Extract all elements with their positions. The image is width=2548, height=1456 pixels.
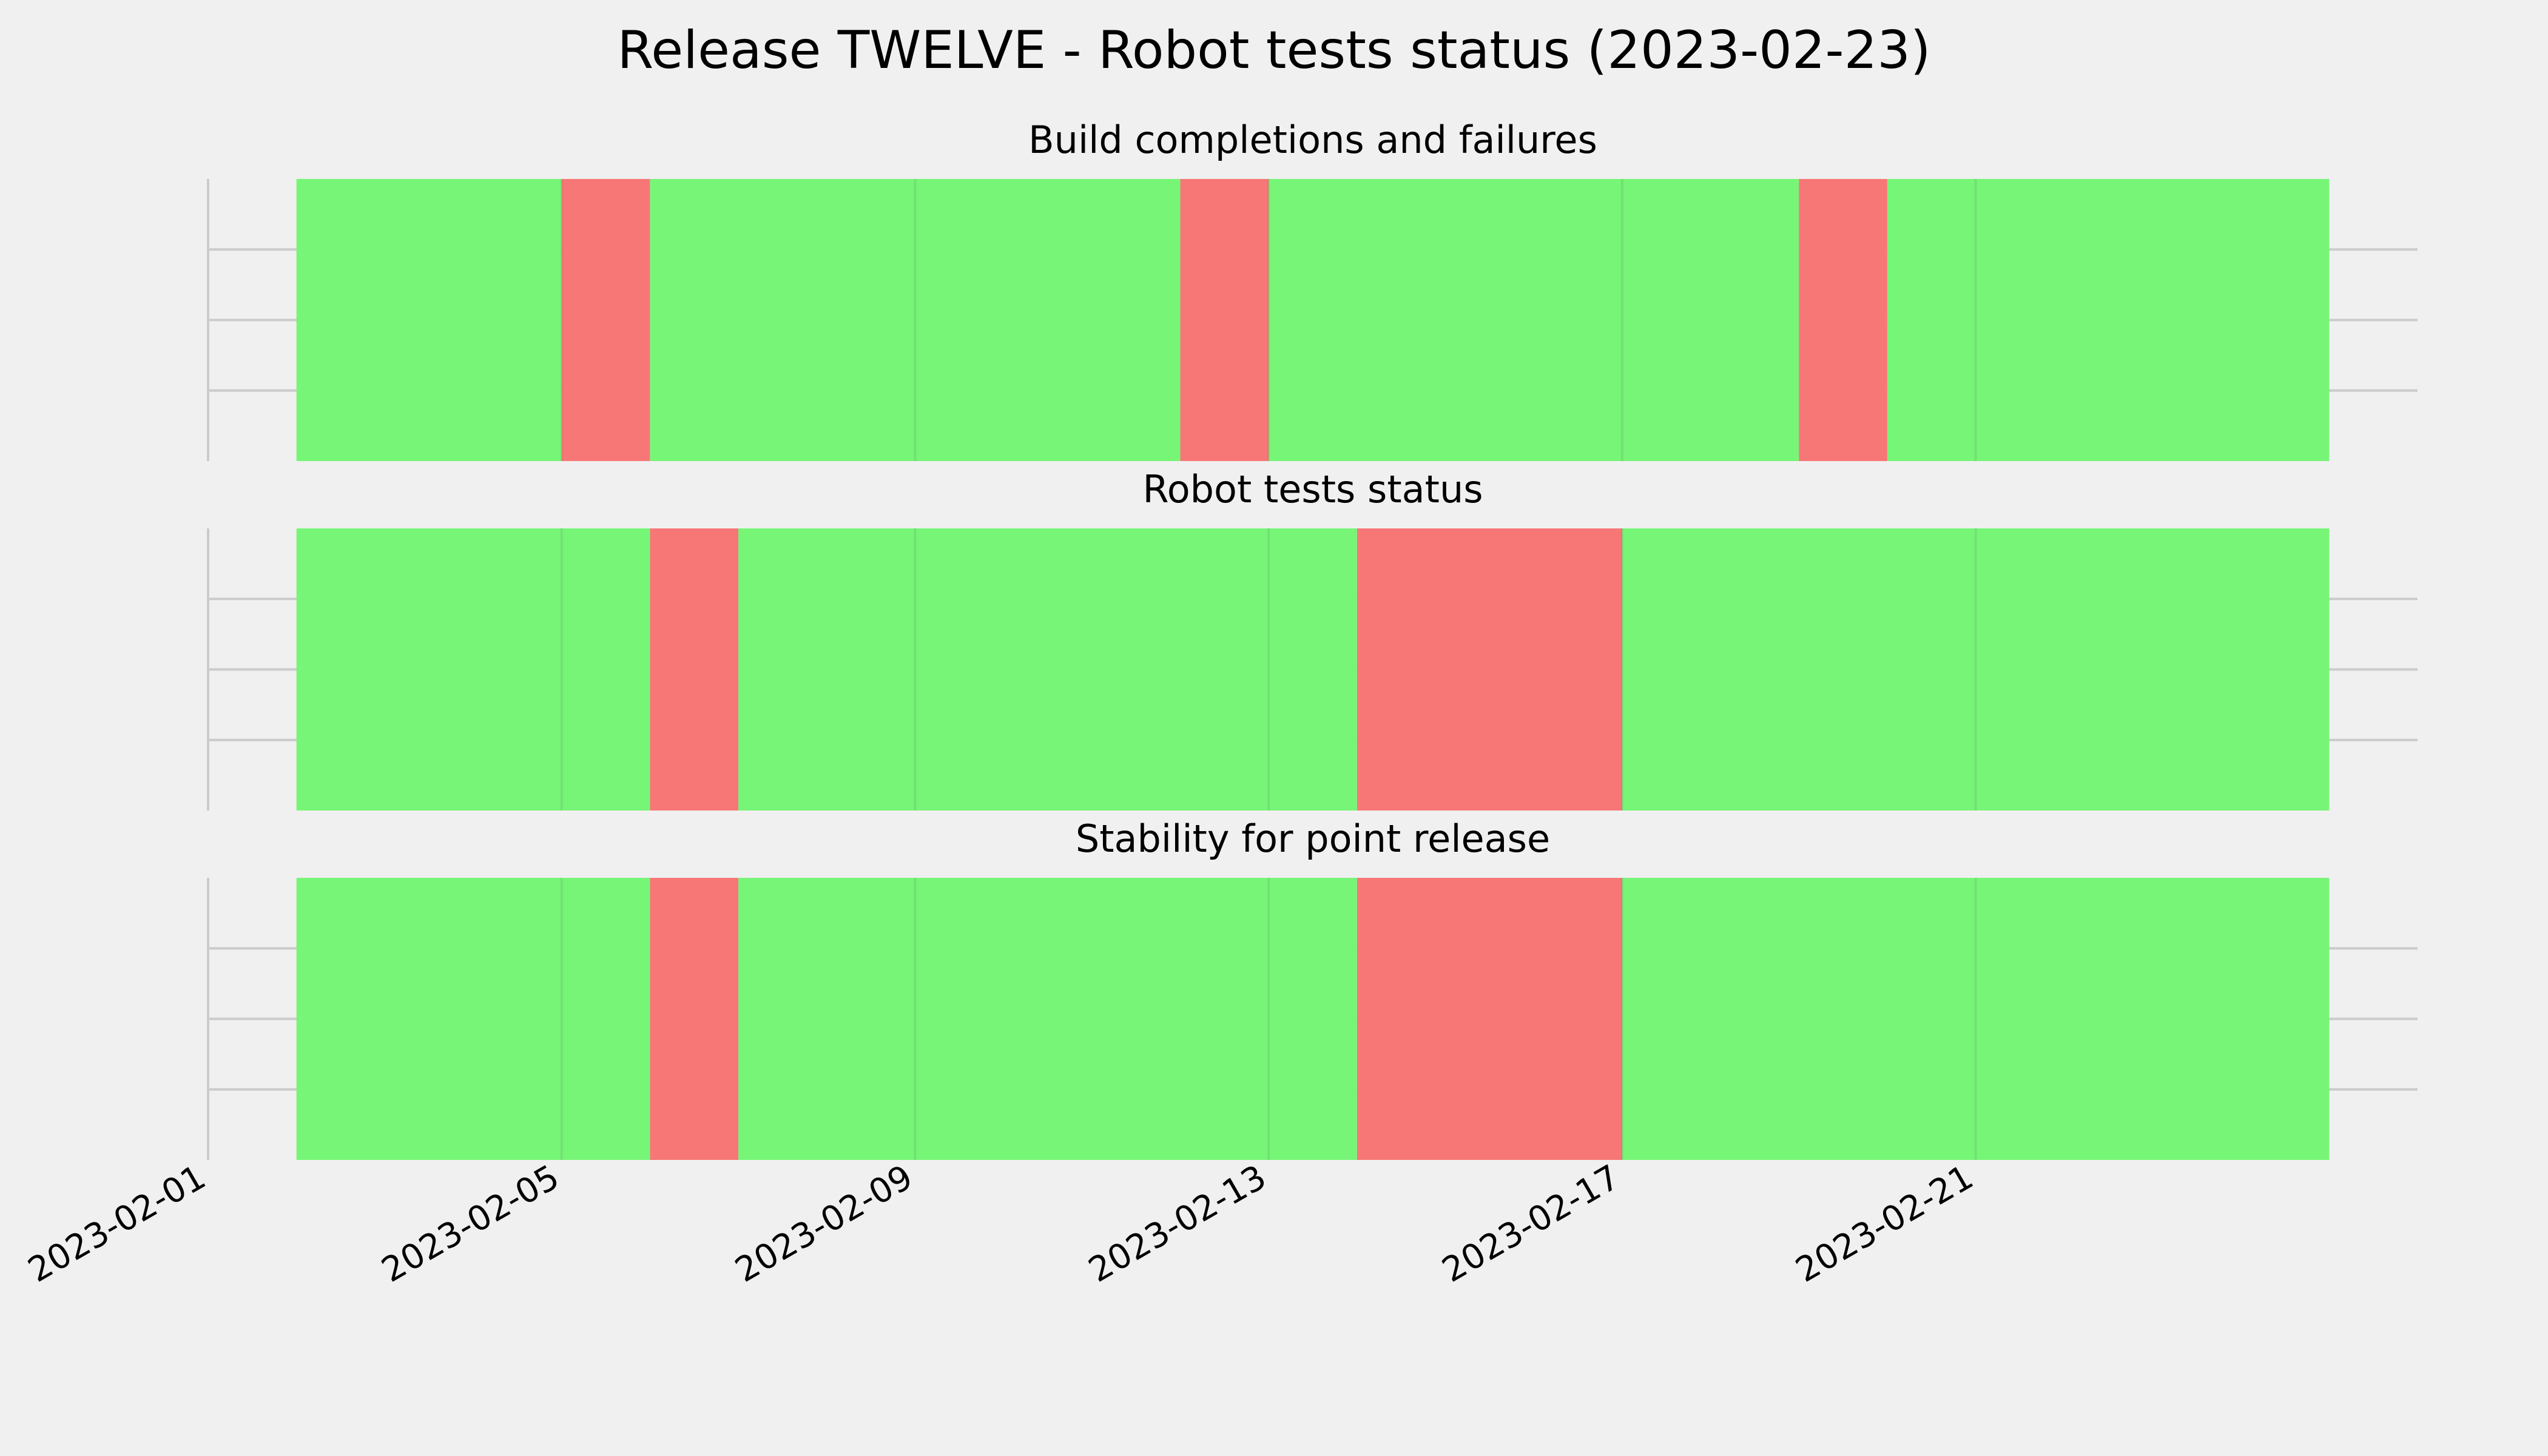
status-segment-fail [650, 528, 739, 811]
panel-title: Robot tests status [1142, 467, 1483, 511]
chart-title: Release TWELVE - Robot tests status (202… [617, 20, 1930, 81]
status-segment-pass [650, 179, 1181, 461]
status-segment-fail [1799, 179, 1887, 461]
status-segment-pass [738, 878, 1357, 1160]
status-segment-pass [296, 179, 562, 461]
status-segment-fail [650, 878, 739, 1160]
status-segment-pass [296, 878, 650, 1160]
status-segment-fail [561, 179, 650, 461]
status-segment-fail [1357, 528, 1622, 811]
status-segment-fail [1357, 878, 1622, 1160]
panel-title: Build completions and failures [1028, 118, 1597, 162]
status-segment-pass [738, 528, 1357, 811]
panel-title: Stability for point release [1076, 817, 1550, 861]
status-segment-pass [1622, 878, 2330, 1160]
status-segment-pass [1887, 179, 2330, 461]
status-segment-fail [1180, 179, 1269, 461]
status-segment-pass [296, 528, 650, 811]
chart-panels: Build completions and failures Robot test… [207, 118, 2418, 1160]
status-segment-pass [1269, 179, 1799, 461]
status-segment-pass [1622, 528, 2330, 811]
panel-1: Build completions and failures [207, 118, 2418, 461]
panel-3: Stability for point release [207, 817, 2418, 1160]
panel-2: Robot tests status [207, 467, 2418, 811]
